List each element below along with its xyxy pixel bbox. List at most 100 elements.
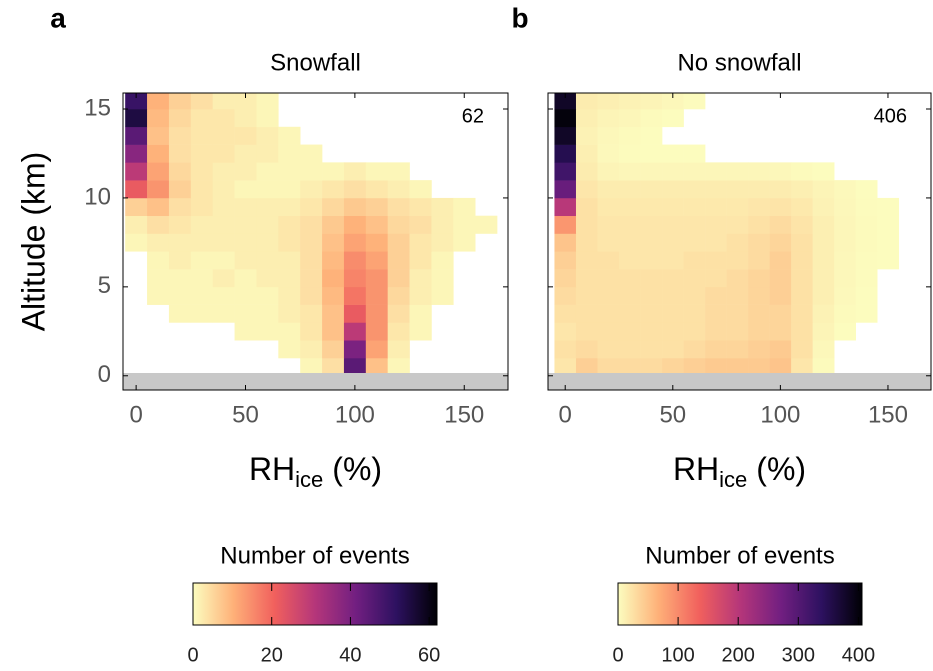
heatmap-cell [212,180,235,199]
heatmap-cell [748,286,770,305]
colorbar-tick-label: 60 [418,644,440,666]
heatmap-cell [256,269,279,288]
heatmap-cell [343,162,367,181]
heatmap-cell [300,269,323,288]
heatmap-cell [726,357,749,377]
heatmap-cell [300,233,323,252]
heatmap-cell [322,180,345,199]
heatmap-cell [147,197,170,217]
heatmap-cell [431,269,454,288]
heatmap-cell [554,357,577,377]
heatmap-cell [125,233,148,252]
colorbar-tick-label: 0 [612,644,623,666]
heatmap-cell [409,180,432,199]
heatmap-cell [575,340,598,359]
heatmap-cell [791,357,813,377]
heatmap-cell [147,269,170,288]
heatmap-cell [748,197,770,217]
heatmap-cell [640,251,663,270]
heatmap-cell [575,109,598,128]
heatmap-cell [300,215,323,234]
heatmap-cell [278,162,301,181]
heatmap-cell [748,322,770,341]
heatmap-cell [855,215,878,234]
heatmap-cell [855,197,878,217]
heatmap-cell [365,197,388,217]
heatmap-cell [748,215,770,234]
heatmap-cell [769,322,792,341]
heatmap-cell [212,109,235,128]
heatmap-cell [147,215,170,234]
heatmap-cell [726,162,749,181]
heatmap-cell [855,269,878,288]
heatmap-cell [147,233,170,252]
heatmap-cell [147,251,170,270]
plot-frame [122,92,509,391]
heatmap-cell [640,340,663,359]
heatmap-cell [168,286,192,305]
heatmap-cell [748,233,770,252]
heatmap-cell [640,93,663,110]
heatmap-cell [212,93,235,110]
colorbar: Number of events 0 20 40 60 [187,542,440,666]
heatmap-cell [125,93,148,110]
heatmap-cell [726,180,749,199]
heatmap-cell [554,322,577,341]
heatmap-cell [662,197,684,217]
heatmap-cell [662,93,684,110]
heatmap-cell [619,93,641,110]
heatmap-cell [791,322,813,341]
y-axis-label: Altitude (km) [15,152,51,332]
heatmap-cell [234,251,257,270]
heatmap-cell [387,180,410,199]
heatmap-cell [278,197,301,217]
heatmap-cell [168,93,192,110]
heatmap [554,93,900,377]
heatmap-cell [812,180,835,199]
heatmap-cell [597,126,620,145]
heatmap-cell [125,180,148,199]
heatmap-cell [234,269,257,288]
heatmap-cell [791,233,813,252]
heatmap-cell [705,269,727,288]
x-axis-label-sub: ice [719,467,747,492]
colorbar-label: Number of events [220,542,409,569]
heatmap-cell [683,93,706,110]
heatmap-cell [554,93,577,110]
heatmap-cell [662,322,684,341]
heatmap-cell [769,269,792,288]
heatmap-cell [791,304,813,323]
heatmap-cell [640,180,663,199]
heatmap-cell [791,340,813,359]
heatmap-cell [662,109,684,128]
heatmap-cell [662,286,684,305]
heatmap-cell [147,126,170,145]
heatmap-cell [343,357,367,377]
heatmap-cell [619,215,641,234]
heatmap-cell [662,251,684,270]
x-tick-label: 150 [444,401,484,428]
heatmap-cell [683,144,706,163]
heatmap-cell [726,304,749,323]
heatmap-cell [575,233,598,252]
colorbar-gradient [192,582,438,626]
heatmap-cell [640,233,663,252]
heatmap-cell [597,109,620,128]
heatmap-cell [683,357,706,377]
heatmap-cell [640,126,663,145]
heatmap-cell [834,286,856,305]
heatmap-cell [147,93,170,110]
heatmap-cell [125,126,148,145]
heatmap-cell [834,215,856,234]
heatmap-cell [834,322,856,341]
heatmap-cell [322,233,345,252]
heatmap-cell [597,144,620,163]
heatmap-cell [365,251,388,270]
heatmap-cell [234,93,257,110]
heatmap-cell [834,197,856,217]
y-tick-label: 0 [98,361,111,388]
heatmap-cell [597,357,620,377]
x-axis-label: RHice (%) [673,451,806,491]
heatmap-cell [597,269,620,288]
heatmap-cell [256,197,279,217]
